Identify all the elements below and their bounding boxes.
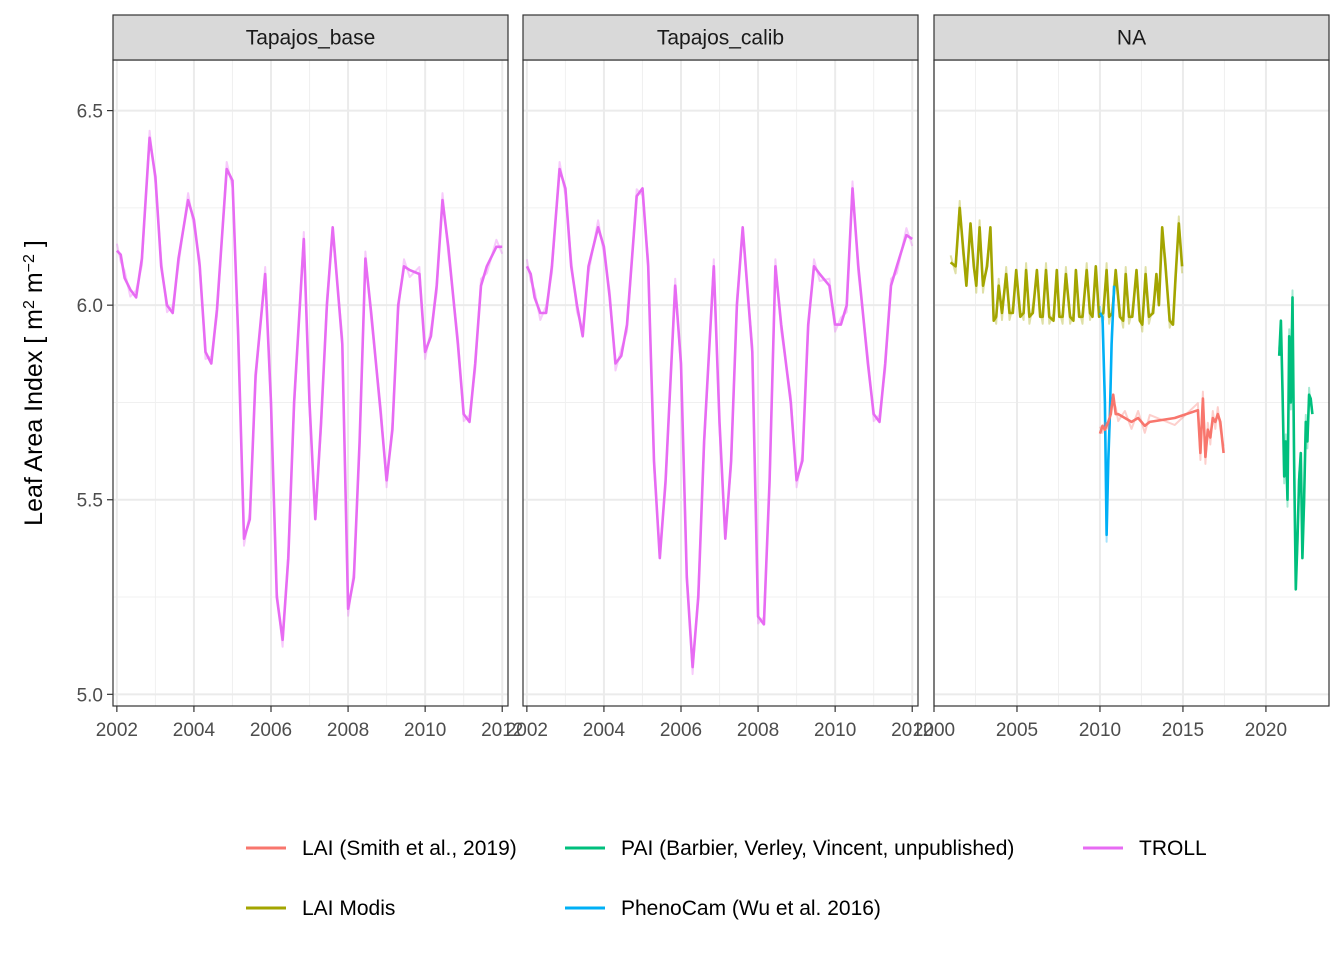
strip-background bbox=[112, 14, 509, 61]
y-axis-title: Leaf Area Index [ m2 m−2 ] bbox=[20, 240, 48, 526]
x-tick-label: 2006 bbox=[250, 720, 292, 741]
x-tick-label: 2015 bbox=[1162, 720, 1204, 741]
legend-label: PhenoCam (Wu et al. 2016) bbox=[621, 897, 881, 920]
legend: LAI (Smith et al., 2019) PAI (Barbier, Ve… bbox=[246, 837, 1207, 920]
panel-tapajos-base: Tapajos_base 2002 2004 2006 2008 2010 2012 5.0 5… bbox=[77, 14, 523, 741]
legend-label: LAI Modis bbox=[302, 897, 395, 920]
x-tick-label: 2006 bbox=[660, 720, 702, 741]
y-tick-label: 5.5 bbox=[77, 491, 103, 512]
strip-label: Tapajos_base bbox=[246, 27, 376, 50]
x-tick-label: 2008 bbox=[737, 720, 779, 741]
series-group bbox=[949, 199, 1314, 591]
panel-background bbox=[113, 60, 508, 706]
legend-item-troll: TROLL bbox=[1083, 837, 1207, 860]
legend-label: TROLL bbox=[1139, 837, 1207, 860]
panel-na: NA 2000 2005 2010 2015 2020 bbox=[913, 14, 1330, 741]
legend-label: PAI (Barbier, Verley, Vincent, unpublish… bbox=[621, 837, 1014, 860]
panels: Tapajos_base 2002 2004 2006 2008 2010 2012 5.0 5… bbox=[77, 14, 1330, 741]
legend-item-pai-barbier-verley-vincent-unpublished: PAI (Barbier, Verley, Vincent, unpublish… bbox=[565, 837, 1014, 860]
x-tick-label: 2010 bbox=[814, 720, 856, 741]
x-tick-label: 2004 bbox=[583, 720, 626, 741]
legend-label: LAI (Smith et al., 2019) bbox=[302, 837, 517, 860]
x-tick-label: 2020 bbox=[1245, 720, 1287, 741]
strip-label: NA bbox=[1117, 27, 1146, 50]
panel-background bbox=[523, 60, 918, 706]
y-tick-label: 6.5 bbox=[77, 102, 103, 123]
x-tick-label: 2000 bbox=[913, 720, 955, 741]
x-tick-label: 2010 bbox=[404, 720, 446, 741]
strip-background bbox=[522, 14, 919, 61]
series-line-pai-barbier-verley-vincent-unpublished bbox=[1277, 296, 1314, 591]
x-tick-label: 2012 bbox=[891, 720, 933, 741]
legend-item-phenocam-wu-et-al-2016: PhenoCam (Wu et al. 2016) bbox=[565, 897, 881, 920]
series-line-troll bbox=[115, 136, 503, 642]
series-group bbox=[115, 129, 504, 648]
x-tick-label: 2012 bbox=[481, 720, 523, 741]
panel-background bbox=[934, 60, 1329, 706]
series-group bbox=[525, 161, 914, 676]
series-line-phenocam-wu-et-al-2016 bbox=[1098, 285, 1116, 537]
series-line-lai-smith-et-al-2019 bbox=[1098, 393, 1225, 459]
x-tick-label: 2010 bbox=[1079, 720, 1121, 741]
strip-label: Tapajos_calib bbox=[657, 27, 784, 50]
legend-item-lai-smith-et-al-2019: LAI (Smith et al., 2019) bbox=[246, 837, 517, 860]
strip-background bbox=[933, 14, 1330, 61]
x-tick-label: 2002 bbox=[506, 720, 548, 741]
y-tick-label: 6.0 bbox=[77, 296, 103, 317]
panel-tapajos-calib: Tapajos_calib 2002 2004 2006 2008 2010 2012 bbox=[506, 14, 933, 741]
x-tick-label: 2002 bbox=[96, 720, 138, 741]
y-tick-label: 5.0 bbox=[77, 685, 103, 706]
series-line-lai-modis bbox=[949, 206, 1184, 326]
x-tick-label: 2004 bbox=[173, 720, 216, 741]
series-line-troll bbox=[525, 167, 913, 669]
x-tick-label: 2005 bbox=[996, 720, 1038, 741]
x-tick-label: 2008 bbox=[327, 720, 369, 741]
legend-item-lai-modis: LAI Modis bbox=[246, 897, 395, 920]
